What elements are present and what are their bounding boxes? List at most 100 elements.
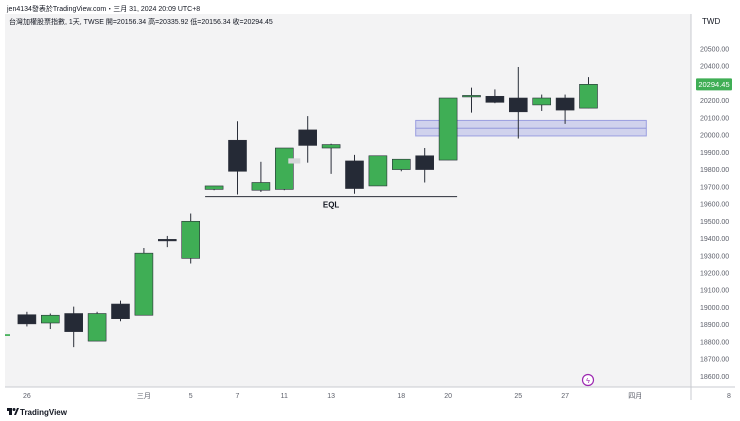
x-tick-label: 13 — [327, 393, 335, 400]
candle-body — [555, 97, 575, 111]
candle-body — [5, 334, 10, 336]
y-tick-label: 20500.00 — [700, 46, 729, 53]
candle — [64, 306, 83, 348]
candle-body — [274, 147, 294, 190]
y-tick-label: 19900.00 — [700, 150, 729, 157]
candle-body — [40, 314, 60, 324]
last-price-tag: 20294.45 — [696, 78, 732, 91]
x-tick-label: 27 — [561, 393, 569, 400]
candle-body — [485, 95, 505, 103]
candle-body — [134, 252, 154, 316]
symbol-line: 台灣加權股票指數, 1天, TWSE 開=20156.34 高=20335.92… — [9, 17, 273, 26]
candle-body — [298, 129, 318, 146]
y-tick-label: 18600.00 — [700, 374, 729, 381]
x-tick-label: 四月 — [628, 392, 642, 400]
eql-annotation: EQL — [205, 196, 458, 210]
candle — [5, 334, 10, 336]
currency-label: TWD — [702, 17, 720, 26]
candle — [251, 161, 271, 192]
candle — [485, 89, 505, 104]
candle — [532, 94, 552, 111]
x-tick-label: 25 — [514, 393, 522, 400]
candle — [134, 248, 154, 316]
imbalance-zone — [415, 119, 647, 137]
price-axis-background — [691, 14, 735, 387]
candle-body — [579, 84, 598, 109]
candle — [298, 116, 318, 163]
candle-body — [321, 144, 341, 149]
event-marker-icon[interactable]: ϟ — [581, 373, 595, 387]
y-tick-label: 19800.00 — [700, 167, 729, 174]
candle-body — [415, 155, 435, 170]
x-tick-label: 三月 — [137, 392, 151, 400]
y-tick-label: 18900.00 — [700, 322, 729, 329]
candle-body — [462, 95, 481, 98]
candle — [508, 66, 528, 139]
y-tick-label: 19100.00 — [700, 288, 729, 295]
gray-gap-marker — [288, 158, 301, 164]
candle-body — [64, 313, 83, 332]
candle — [345, 154, 364, 194]
author-line: jen4134發表於TradingView.com・三月 31, 2024 20… — [6, 4, 200, 13]
y-tick-label: 19300.00 — [700, 253, 729, 260]
candle-body — [87, 313, 107, 342]
candle-body — [158, 239, 177, 242]
x-tick-label: 18 — [397, 393, 405, 400]
x-tick-label: 7 — [236, 393, 240, 400]
candle — [181, 213, 200, 264]
candle — [87, 311, 107, 342]
candle-body — [228, 139, 247, 172]
x-tick-label: 8 — [727, 393, 731, 400]
candle — [158, 235, 177, 248]
candle-body — [508, 97, 528, 113]
last-price-tag-text: 20294.45 — [698, 80, 729, 89]
y-tick-label: 19000.00 — [700, 305, 729, 312]
candle-body — [251, 182, 271, 191]
candle — [111, 300, 130, 322]
y-tick-label: 18800.00 — [700, 339, 729, 346]
candle — [204, 185, 224, 191]
candle-body — [368, 155, 388, 187]
candle — [17, 311, 37, 327]
tradingview-logo[interactable]: TradingView — [7, 408, 68, 417]
tradingview-logo-icon — [7, 408, 19, 415]
candle-body — [17, 314, 37, 325]
time-axis: 26 三月 5 7 11 13 18 20 25 27 四月 8 — [23, 392, 731, 400]
x-tick-label: 11 — [281, 393, 288, 400]
eql-label: EQL — [323, 201, 340, 210]
y-tick-label: 20400.00 — [700, 64, 729, 71]
y-tick-label: 19500.00 — [700, 219, 729, 226]
price-axis: 18600.00 18700.00 18800.00 18900.00 19000.00… — [700, 46, 729, 381]
x-tick-label: 26 — [23, 393, 31, 400]
candle — [391, 158, 411, 172]
candle — [368, 155, 388, 187]
candle — [321, 143, 341, 174]
candle — [274, 147, 294, 191]
candle — [579, 77, 598, 109]
candle — [40, 313, 60, 330]
candle — [462, 87, 481, 113]
candle-body — [438, 97, 458, 161]
y-tick-label: 18700.00 — [700, 357, 729, 364]
svg-text:ϟ: ϟ — [586, 378, 590, 385]
x-tick-label: 5 — [189, 393, 193, 400]
candle-body — [204, 185, 224, 190]
candles — [5, 66, 598, 348]
plot-background — [5, 14, 691, 387]
candle-body — [181, 220, 200, 259]
y-tick-label: 19400.00 — [700, 236, 729, 243]
y-tick-label: 19700.00 — [700, 184, 729, 191]
y-tick-label: 20100.00 — [700, 115, 729, 122]
candle-body — [111, 303, 130, 319]
last-price-tag-box — [696, 78, 732, 91]
y-tick-label: 19600.00 — [700, 202, 729, 209]
candle-body — [345, 160, 364, 189]
candle — [228, 121, 247, 195]
candle — [415, 148, 435, 183]
candle-body — [532, 97, 552, 106]
candle-body — [391, 158, 411, 170]
candle — [438, 97, 458, 161]
x-tick-label: 20 — [444, 393, 452, 400]
y-tick-label: 20000.00 — [700, 133, 729, 140]
